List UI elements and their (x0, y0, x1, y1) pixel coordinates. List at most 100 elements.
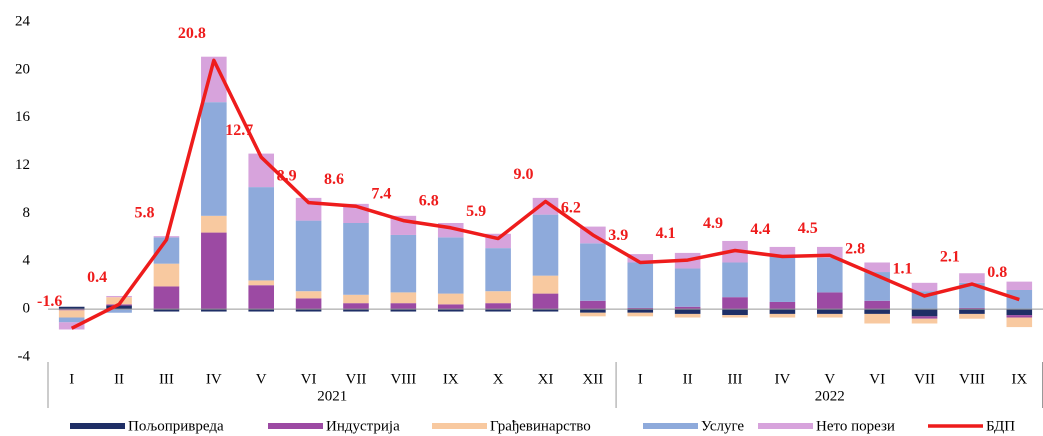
legend-label: Грађевинарство (490, 418, 591, 434)
bar-segment (864, 262, 890, 273)
x-tick-label: XII (582, 371, 603, 387)
legend-swatch (268, 423, 323, 429)
bar-segment (769, 309, 796, 314)
bar-segment (769, 301, 796, 310)
bar-segment (769, 246, 796, 257)
bar-segment (437, 309, 464, 312)
bar-segment (106, 309, 132, 313)
bar-segment (1006, 290, 1033, 310)
group-label: 2021 (317, 388, 347, 404)
x-tick-label: IV (774, 371, 790, 387)
y-tick-label: 0 (23, 301, 31, 317)
bar-segment (959, 313, 985, 319)
bar-segment (532, 293, 559, 310)
bar-segment (390, 234, 417, 293)
bar-segment (295, 298, 322, 310)
group-label: 2022 (815, 388, 845, 404)
bar-segment (58, 317, 85, 323)
x-tick-label: VII (914, 371, 935, 387)
bar-segment (580, 243, 606, 301)
data-label: 3.9 (608, 227, 628, 244)
data-label: 0.4 (87, 269, 107, 286)
bar-segment (532, 197, 559, 215)
bar-segment (769, 313, 796, 318)
bar-segment (295, 220, 322, 292)
bar-segment (580, 309, 606, 313)
legend-swatch (432, 423, 487, 429)
bar-segment (58, 306, 85, 310)
legend-label: Пољопривреда (128, 418, 224, 434)
data-label: 4.1 (656, 225, 676, 242)
bar-segment (201, 102, 227, 216)
line (70, 58, 1020, 330)
data-label: 8.6 (324, 171, 344, 188)
bar-segment (485, 248, 511, 292)
bar-segment (201, 309, 227, 312)
bar-segment (532, 214, 559, 276)
legend-label: Индустрија (326, 418, 400, 434)
bar-segment (580, 312, 606, 317)
data-label: 5.9 (466, 203, 486, 220)
data-label: 4.5 (798, 220, 818, 237)
legend-swatch (70, 423, 125, 429)
bar-segment (437, 237, 464, 294)
y-tick-label: 20 (15, 61, 30, 77)
bar-segment (106, 295, 132, 298)
y-tick-label: 12 (15, 157, 30, 173)
bar-segment (153, 263, 180, 287)
x-tick-label: III (728, 371, 743, 387)
bar-segment (816, 292, 843, 310)
bar-segment (959, 309, 985, 314)
bar-segment (816, 257, 843, 293)
data-label: 20.8 (178, 25, 206, 42)
bar-segment (343, 309, 369, 312)
bar-segment (390, 309, 417, 312)
x-tick-label: VIII (390, 371, 416, 387)
bar-segment (248, 285, 275, 310)
data-label: 2.1 (940, 249, 960, 266)
bar-segment (674, 313, 701, 318)
bar-segment (864, 300, 890, 310)
bar-segment (106, 297, 132, 305)
bar-segment (437, 293, 464, 305)
bar-segment (959, 273, 985, 283)
bar-segment (390, 292, 417, 304)
bar-segment (295, 309, 322, 312)
legend-label: Нето порези (816, 418, 895, 434)
bar-segment (580, 300, 606, 310)
x-tick-label: I (638, 371, 643, 387)
bar-segment (248, 187, 275, 281)
data-label: 9.0 (514, 166, 534, 183)
bar-segment (58, 310, 85, 318)
bar-segment (1006, 317, 1033, 328)
bar-segment (722, 315, 748, 318)
data-label: 6.8 (419, 192, 439, 209)
bar-segment (627, 312, 654, 317)
bar-segment (816, 246, 843, 258)
bar-segment (485, 303, 511, 310)
bar-segment (201, 232, 227, 310)
bar-segment (532, 309, 559, 312)
x-tick-label: V (824, 371, 835, 387)
y-tick-label: 24 (15, 13, 31, 29)
legend-swatch (758, 423, 813, 429)
data-label: 12.7 (225, 122, 253, 139)
bar-segment (674, 268, 701, 307)
bar-segment (295, 291, 322, 299)
bar-segment (485, 291, 511, 304)
bar-segment (1006, 281, 1033, 290)
legend-swatch (643, 423, 698, 429)
data-label: 4.9 (703, 215, 723, 232)
bar-segment (58, 322, 85, 330)
x-tick-label: XI (538, 371, 554, 387)
bar-segment (532, 275, 559, 294)
x-tick-label: X (493, 371, 504, 387)
bar-segment (627, 254, 654, 263)
legend-label: Услуге (701, 418, 744, 434)
bar-segment (106, 305, 132, 310)
y-tick-label: 8 (23, 205, 31, 221)
bar-segment (485, 309, 511, 312)
bar-segment (674, 306, 701, 310)
data-label: 4.4 (750, 221, 770, 238)
